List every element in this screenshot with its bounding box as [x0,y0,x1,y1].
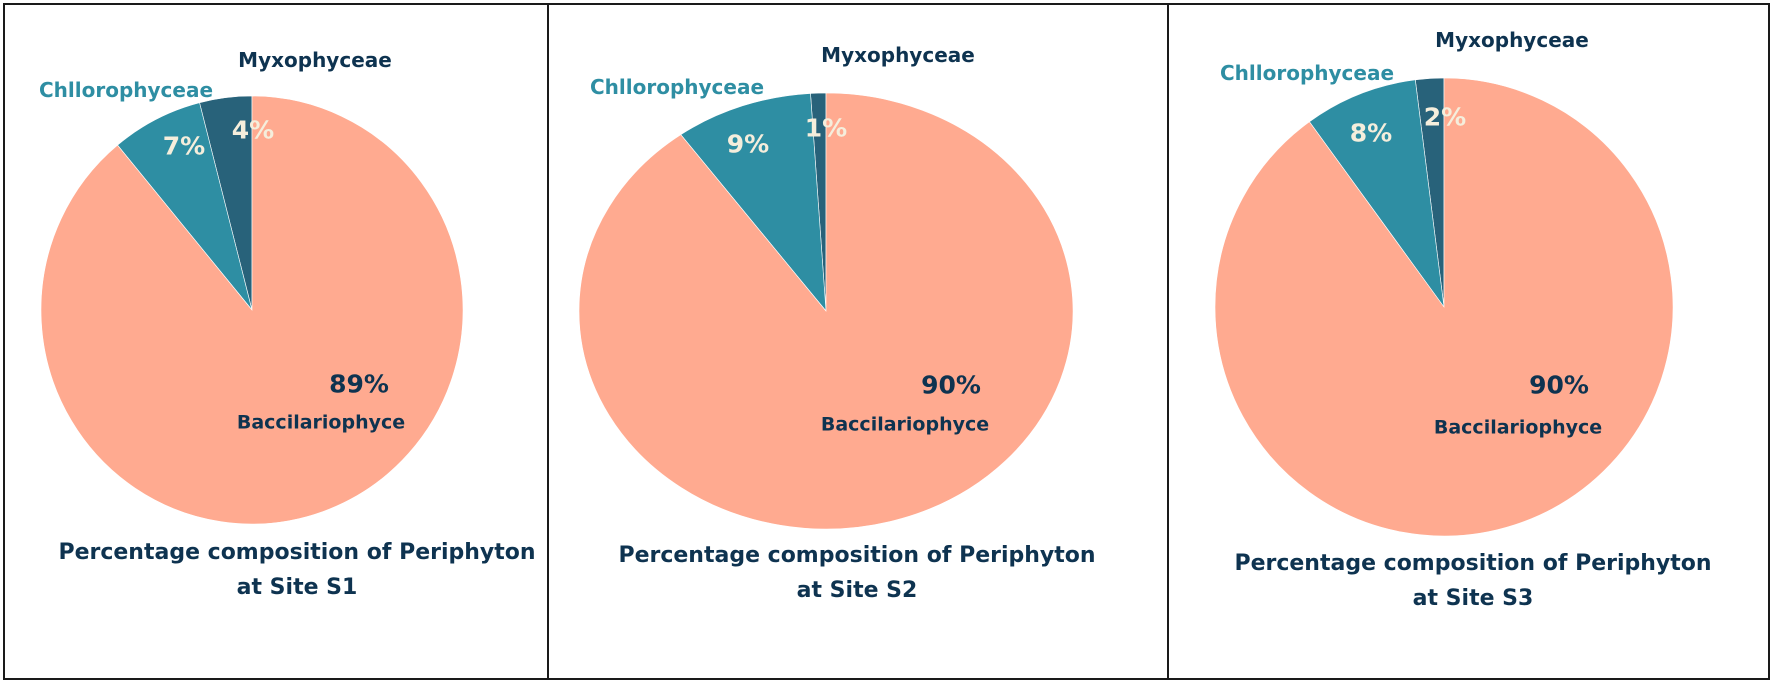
chart-title-line-1: Percentage composition of Periphyton [1234,551,1712,576]
percent-label-myxophyceae: 4% [231,115,275,145]
chart-title-line-1: Percentage composition of Periphyton [618,543,1096,568]
chart-title-line-1: Percentage composition of Periphyton [58,540,536,565]
chart-title-line-2: at Site S1 [236,575,358,600]
percent-label-baccilariophyce: 90% [1529,370,1589,400]
percent-label-baccilariophyce: 89% [329,369,389,399]
category-label-chllorophyceae: Chllorophyceae [589,75,765,99]
figure-frame [3,3,1770,680]
percent-label-chllorophyceae: 7% [162,131,206,161]
category-label-myxophyceae: Myxophyceae [238,48,392,72]
category-label-myxophyceae: Myxophyceae [821,43,975,67]
pie-slice-baccilariophyce [1214,77,1674,537]
percent-label-chllorophyceae: 9% [726,129,770,159]
category-label-myxophyceae: Myxophyceae [1435,28,1589,52]
category-label-baccilariophyce: Baccilariophyce [236,411,406,434]
chart-title-line-2: at Site S3 [1412,586,1534,611]
category-label-chllorophyceae: Chllorophyceae [38,78,214,102]
pie-slice-baccilariophyce [40,95,464,525]
pie-slice-chllorophyceae [680,93,827,312]
category-label-baccilariophyce: Baccilariophyce [1433,416,1603,439]
pie-chart-site-s2 [578,92,1074,530]
pie-slice-chllorophyceae [1308,79,1445,308]
chart-title-site-s3: Percentage composition of Periphyton at … [1234,546,1711,616]
panel-divider-2 [1167,3,1169,678]
chart-title-line-2: at Site S2 [796,578,918,603]
percent-label-chllorophyceae: 8% [1349,118,1393,148]
percent-label-myxophyceae: 1% [804,113,848,143]
panel-divider-1 [547,3,549,678]
chart-title-site-s2: Percentage composition of Periphyton at … [618,538,1095,608]
pie-slice-baccilariophyce [578,92,1074,530]
percent-label-baccilariophyce: 90% [921,370,981,400]
category-label-baccilariophyce: Baccilariophyce [820,413,990,436]
pie-chart-site-s1 [40,95,464,525]
chart-title-site-s1: Percentage composition of Periphyton at … [58,535,535,605]
category-label-chllorophyceae: Chllorophyceae [1219,61,1395,85]
percent-label-myxophyceae: 2% [1423,102,1467,132]
pie-chart-site-s3 [1214,77,1674,537]
